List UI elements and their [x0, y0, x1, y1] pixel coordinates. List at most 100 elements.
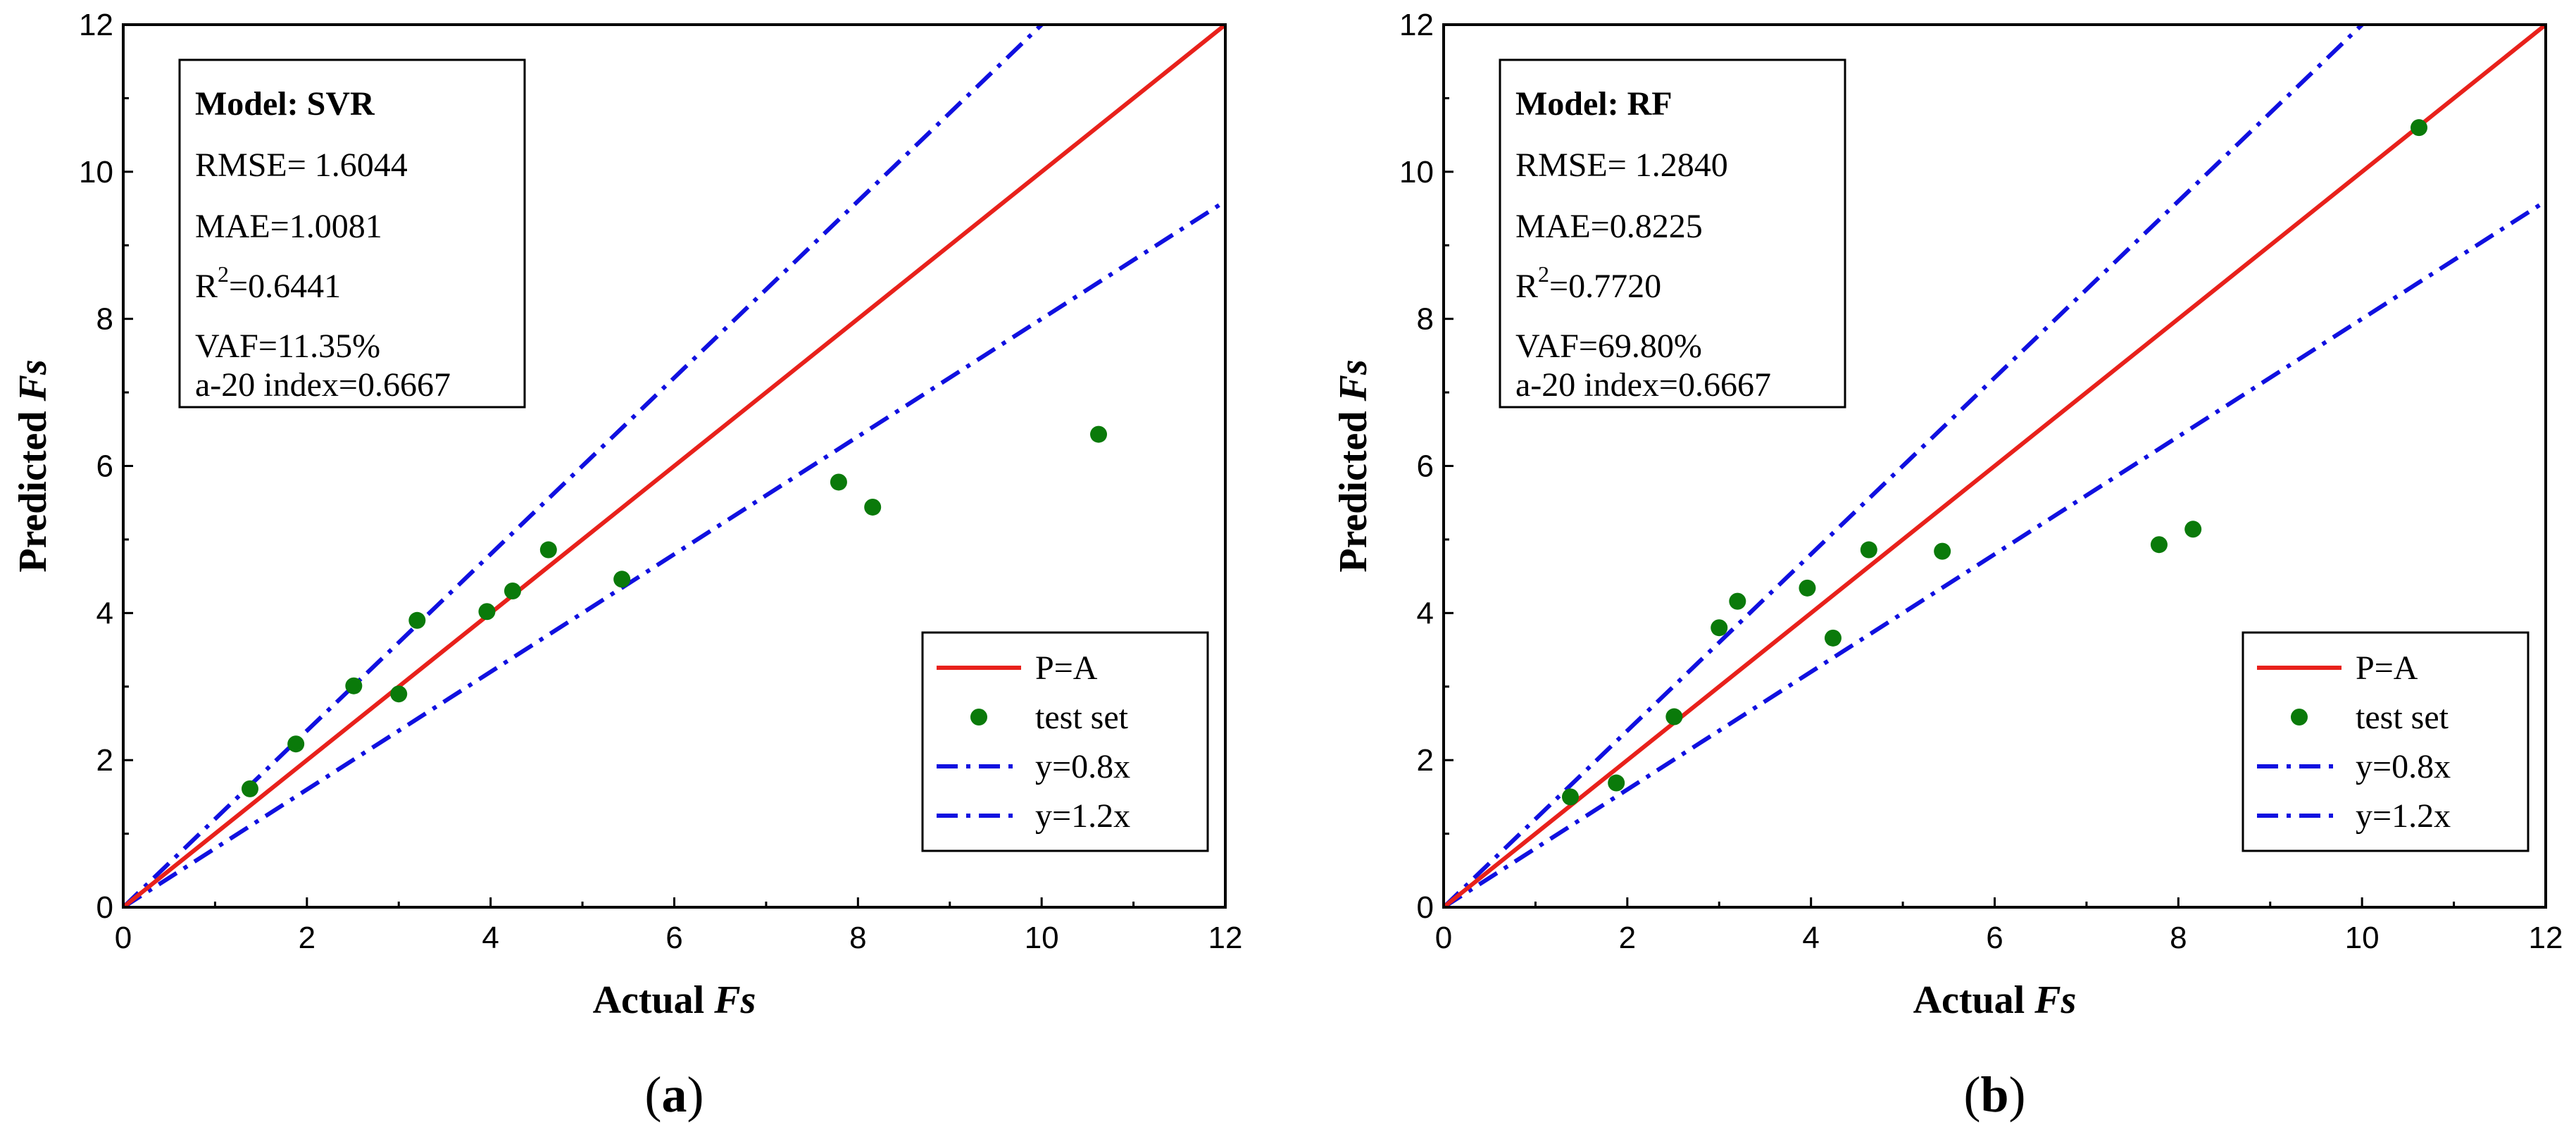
plot-frame	[1442, 23, 2547, 909]
ideal-line	[123, 25, 1225, 907]
data-point	[1824, 629, 1842, 647]
stats-box: Model: RF RMSE= 1.2840 MAE=0.8225 R2=0.7720…	[1499, 58, 1846, 409]
y-tick-label: 2	[1417, 743, 1434, 778]
y-axis-label-prefix: Predicted	[11, 411, 55, 573]
legend-lower-bound-label: y=0.8x	[1035, 748, 1130, 785]
x-axis-label-prefix: Actual	[1913, 978, 2025, 1022]
x-tick-label: 10	[2345, 921, 2380, 955]
rmse-value: RMSE= 1.6044	[195, 147, 408, 184]
stats-box: Model: SVR RMSE= 1.6044 MAE=1.0081 R2=0.644…	[178, 58, 526, 409]
data-point	[2150, 536, 2168, 554]
x-tick-label: 4	[482, 921, 499, 955]
data-point	[1665, 708, 1683, 726]
model-name: Model: RF	[1515, 85, 1672, 123]
data-point	[830, 473, 847, 491]
x-tick-label: 10	[1025, 921, 1059, 955]
data-point	[539, 541, 557, 559]
legend: P=A test set y=0.8x y=1.2x	[921, 631, 1209, 852]
y-axis-label-symbol: Fs	[11, 359, 55, 401]
x-axis-label-symbol: Fs	[713, 978, 756, 1022]
r2-value: R2=0.7720	[1515, 261, 1661, 305]
y-tick-label: 2	[96, 743, 113, 778]
legend-ideal-label: P=A	[1035, 649, 1098, 687]
y-tick-label: 12	[79, 8, 113, 42]
data-point	[345, 677, 363, 695]
mae-value: MAE=0.8225	[1515, 208, 1703, 245]
legend-lower-bound-label: y=0.8x	[2356, 748, 2451, 785]
x-tick-label: 8	[2170, 921, 2187, 955]
reference-lines	[1444, 25, 2546, 907]
data-point	[287, 735, 305, 753]
chart-panel-a: 0 2 4 6 8 10 12 0 2 4 6 8 10 12 Model: SVR RMSE= 1.6044…	[11, 8, 1242, 1123]
panel-caption: (a)	[645, 1066, 704, 1123]
panel-caption-letter: a	[662, 1066, 687, 1123]
y-tick-label: 12	[1399, 8, 1434, 42]
data-point	[613, 571, 631, 588]
stats-frame	[178, 58, 526, 409]
legend-ideal-label: P=A	[2356, 649, 2418, 687]
r2-value: R2=0.6441	[195, 261, 341, 305]
data-point	[864, 498, 882, 516]
a20-index-value: a-20 index=0.6667	[1515, 366, 1771, 404]
mae-value: MAE=1.0081	[195, 208, 382, 245]
y-tick-label: 6	[1417, 449, 1434, 484]
data-point	[1934, 542, 1951, 560]
data-point	[1799, 579, 1816, 597]
x-axis-label: Actual Fs	[593, 978, 756, 1022]
legend-points-label: test set	[1035, 699, 1129, 736]
rmse-value: RMSE= 1.2840	[1515, 147, 1728, 184]
data-point	[1729, 592, 1746, 610]
r2-number: =0.7720	[1549, 268, 1661, 305]
data-point	[1860, 541, 1877, 559]
y-axis-label-prefix: Predicted	[1332, 411, 1375, 573]
x-tick-label: 8	[849, 921, 866, 955]
panel-caption-letter: b	[1980, 1066, 2008, 1123]
y-tick-label: 10	[1399, 155, 1434, 189]
legend-points-marker	[2291, 709, 2308, 726]
y-tick-label: 4	[96, 596, 113, 630]
data-point	[1090, 425, 1108, 443]
lower-bound-line	[123, 199, 1225, 907]
legend-points-label: test set	[2356, 699, 2449, 736]
r2-superscript: 2	[218, 261, 229, 287]
x-tick-label: 6	[1986, 921, 2003, 955]
data-point	[1608, 774, 1625, 792]
legend: P=A test set y=0.8x y=1.2x	[2242, 631, 2530, 852]
panel-caption: (b)	[1963, 1066, 2025, 1123]
legend-upper-bound-label: y=1.2x	[2356, 797, 2451, 835]
r2-superscript: 2	[1538, 261, 1549, 287]
y-tick-label: 4	[1417, 596, 1434, 630]
plot-frame	[122, 23, 1227, 909]
y-tick-label: 8	[1417, 302, 1434, 337]
data-point	[241, 780, 258, 797]
model-name: Model: SVR	[195, 85, 375, 123]
y-axis-label-symbol: Fs	[1332, 359, 1375, 401]
data-point	[1711, 619, 1728, 637]
data-point	[504, 583, 521, 600]
x-tick-label: 0	[1435, 921, 1452, 955]
y-tick-label: 0	[1417, 890, 1434, 925]
y-tick-label: 0	[96, 890, 113, 925]
a20-index-value: a-20 index=0.6667	[195, 366, 451, 404]
x-tick-label: 6	[665, 921, 682, 955]
data-point	[408, 611, 426, 629]
y-tick-label: 8	[96, 302, 113, 337]
x-tick-label: 2	[1619, 921, 1636, 955]
r2-number: =0.6441	[229, 268, 341, 305]
upper-bound-line	[1444, 25, 2365, 907]
x-axis-label-symbol: Fs	[2034, 978, 2076, 1022]
data-point	[390, 685, 408, 703]
ideal-line	[1444, 25, 2546, 907]
x-tick-label: 0	[115, 921, 132, 955]
data-point	[2184, 521, 2202, 538]
x-tick-label: 4	[1802, 921, 1819, 955]
vaf-value: VAF=11.35%	[195, 328, 380, 365]
y-axis-label: Predicted Fs	[11, 359, 55, 572]
data-point	[1561, 788, 1579, 806]
data-point	[478, 603, 496, 621]
legend-points-marker	[970, 709, 987, 726]
stats-frame	[1499, 58, 1846, 409]
lower-bound-line	[1444, 199, 2546, 907]
y-axis-label: Predicted Fs	[1332, 359, 1375, 572]
